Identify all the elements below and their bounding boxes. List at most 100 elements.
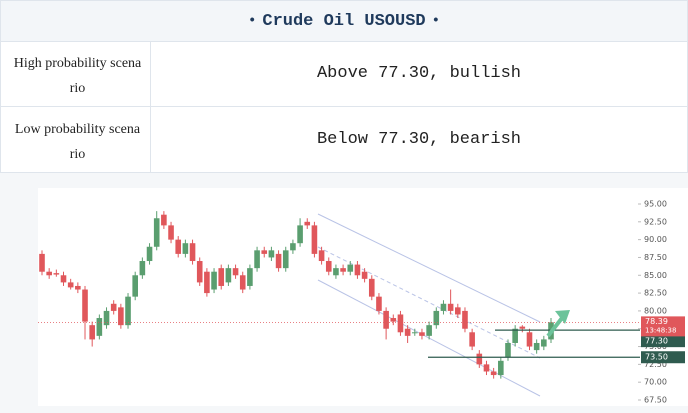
- level-label-box: [641, 351, 685, 364]
- candle-body: [139, 261, 146, 276]
- candle-body: [462, 310, 468, 329]
- candle-body: [103, 310, 110, 326]
- title: Crude Oil USOUSD: [262, 11, 426, 31]
- y-tick-label: 90.00: [644, 235, 667, 244]
- candle-body: [132, 275, 138, 297]
- y-tick-label: 95.00: [644, 200, 667, 209]
- candle-body: [368, 278, 375, 297]
- candle-body: [46, 271, 52, 276]
- candle-body: [204, 271, 210, 294]
- candle-body: [390, 318, 397, 322]
- candle-body: [60, 275, 67, 283]
- candle-body: [340, 268, 346, 272]
- level-label-box: [641, 335, 685, 348]
- y-tick-label: 80.00: [644, 306, 667, 315]
- candle-body: [146, 246, 153, 262]
- candle-body: [512, 328, 518, 343]
- level-label: 73.50: [645, 353, 668, 362]
- candle-body: [75, 285, 81, 290]
- y-tick-label: 87.50: [644, 253, 667, 262]
- candle-body: [297, 225, 303, 244]
- candle-body: [118, 307, 124, 326]
- y-tick-label: 72.50: [644, 360, 667, 369]
- cell: Above 77.30, bullish: [316, 64, 522, 83]
- candle-body: [125, 296, 131, 326]
- channel-mid: [317, 246, 541, 359]
- table-row: High probability scenario Above 77.30, b…: [0, 41, 688, 107]
- candle-body: [232, 268, 239, 276]
- candle-body: [519, 326, 526, 329]
- cell: Below 77.30, bearish: [316, 130, 522, 149]
- candle-body: [290, 243, 296, 251]
- candle-body: [311, 225, 318, 254]
- candle-body: [175, 239, 182, 254]
- price-label-box: [641, 316, 685, 337]
- y-tick-label: 82.50: [644, 289, 667, 298]
- channel-line: [317, 213, 541, 323]
- cell: High probability scenario: [1, 41, 151, 106]
- candle-body: [53, 273, 60, 275]
- candle-body: [110, 303, 117, 311]
- candle-body: [304, 221, 311, 226]
- candle-body: [239, 275, 246, 290]
- candle-body: [419, 332, 425, 336]
- candle-body: [218, 268, 225, 286]
- candle-body: [376, 296, 382, 311]
- candle-body: [211, 271, 217, 290]
- candle-body: [469, 332, 475, 347]
- trend-arrow: [546, 316, 564, 338]
- candle-body: [490, 371, 497, 376]
- candle-body: [426, 325, 432, 336]
- candle-body: [247, 268, 253, 286]
- candle-body: [275, 253, 282, 269]
- candle-body: [476, 353, 483, 365]
- price-time: 13:48:38: [645, 326, 676, 334]
- candle-body: [505, 342, 511, 358]
- candle-body: [325, 261, 332, 272]
- candle-body: [182, 243, 189, 254]
- candle-body: [347, 264, 354, 272]
- candle-body: [318, 250, 325, 262]
- candle-body: [526, 332, 533, 347]
- chart: 67.5070.0072.5075.0077.5080.0082.5085.00…: [0, 173, 688, 413]
- cell: Low probability scenario: [1, 107, 151, 172]
- candle-body: [455, 307, 461, 315]
- candle-body: [153, 218, 160, 247]
- candle-body: [261, 250, 268, 254]
- candle-body: [354, 264, 361, 276]
- candle-body: [282, 250, 289, 269]
- header: • Crude Oil USOUSD •: [0, 0, 688, 42]
- chart-panel: [38, 188, 688, 406]
- candle-body: [225, 268, 232, 283]
- candle-body: [67, 282, 74, 288]
- level-label: 77.30: [645, 337, 668, 346]
- candle-body: [39, 253, 45, 272]
- candle-body: [440, 303, 447, 311]
- candle-body: [483, 364, 490, 372]
- candle-body: [498, 360, 504, 376]
- candle-body: [383, 310, 389, 329]
- candle-body: [397, 314, 404, 333]
- candle-body: [161, 214, 167, 226]
- candle-body: [541, 339, 547, 347]
- candle-body: [447, 303, 454, 311]
- candle-body: [254, 250, 260, 269]
- candle-body: [96, 318, 103, 336]
- candle-body: [189, 243, 196, 262]
- candle-body: [168, 225, 174, 240]
- candle-body: [333, 268, 339, 276]
- candle-body: [533, 342, 540, 351]
- candle-body: [89, 325, 95, 340]
- candle-body: [433, 310, 440, 326]
- price-label: 78.39: [645, 317, 668, 326]
- table-row: Low probability scenario Below 77.30, be…: [0, 107, 688, 173]
- candle-body: [82, 289, 88, 322]
- candle-body: [404, 328, 411, 336]
- candle-body: [361, 271, 368, 279]
- y-tick-label: 85.00: [644, 271, 667, 280]
- trend-arrow-head: [555, 310, 570, 324]
- candle-body: [196, 261, 203, 283]
- y-tick-label: 92.50: [644, 217, 667, 226]
- y-tick-label: 67.50: [644, 396, 667, 405]
